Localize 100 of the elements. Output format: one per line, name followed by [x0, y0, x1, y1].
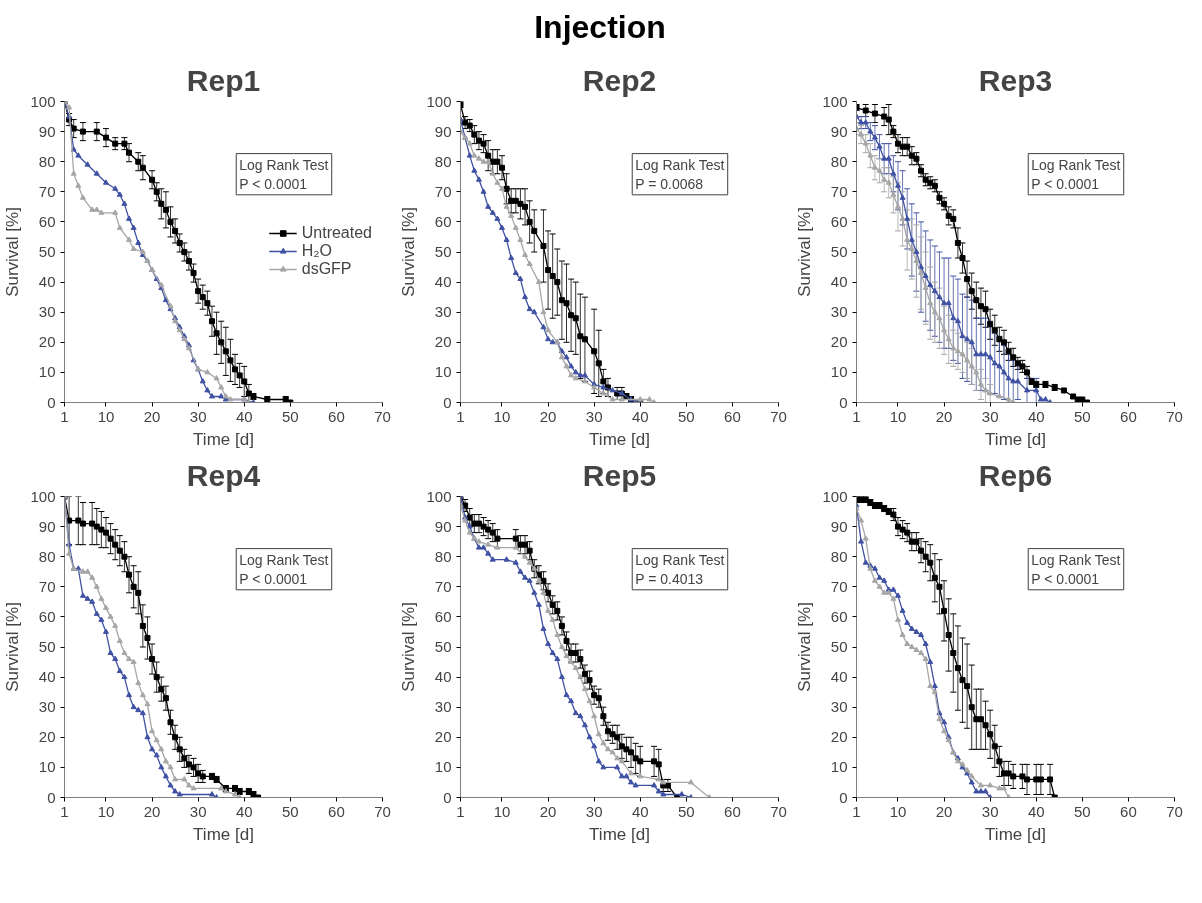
y-tick-label: 50 — [434, 242, 452, 260]
y-tick-label: 90 — [434, 122, 452, 140]
y-tick-label: 80 — [830, 547, 848, 565]
legend-label: dsGFP — [301, 260, 352, 279]
y-tick-label: 30 — [434, 302, 452, 320]
x-tick-label: 30 — [981, 407, 999, 425]
y-tick-label: 60 — [434, 607, 452, 625]
x-tick-label: 70 — [1166, 802, 1183, 820]
x-tick-label: 70 — [770, 407, 787, 425]
y-tick-label: 90 — [830, 122, 848, 140]
y-tick-label: 20 — [38, 333, 56, 350]
annotation: Log Rank Test — [1031, 156, 1121, 173]
y-tick-label: 10 — [38, 758, 56, 776]
y-tick-label: 50 — [830, 637, 848, 655]
x-tick-label: 40 — [235, 802, 253, 820]
x-axis-title: Time [d] — [589, 429, 650, 449]
x-tick-label: 20 — [143, 802, 161, 820]
y-tick-label: 90 — [38, 122, 56, 140]
y-tick-label: 10 — [830, 363, 848, 381]
y-tick-label: 50 — [434, 637, 452, 655]
legend-label: H₂O — [301, 242, 332, 261]
text: Injection — [534, 8, 666, 47]
y-tick-label: 0 — [443, 788, 452, 806]
y-tick-label: 70 — [38, 577, 56, 595]
x-axis-title: Time [d] — [193, 429, 254, 449]
x-tick-label: 20 — [935, 802, 953, 820]
y-tick-label: 30 — [434, 697, 452, 715]
chart-title: Rep6 — [978, 458, 1053, 492]
x-tick-label: 60 — [1120, 407, 1137, 425]
annotation: Log Rank Test — [239, 156, 329, 173]
x-tick-label: 1 — [456, 407, 465, 425]
x-tick-label: 50 — [1073, 802, 1091, 820]
y-axis-title: Survival [%] — [795, 206, 815, 297]
y-tick-label: 60 — [434, 212, 452, 230]
y-tick-label: 10 — [38, 363, 56, 381]
y-tick-label: 0 — [839, 788, 848, 806]
x-tick-label: 60 — [328, 802, 345, 820]
x-tick-label: 30 — [189, 407, 207, 425]
y-axis-title: Survival [%] — [3, 206, 23, 297]
x-tick-label: 10 — [493, 802, 511, 820]
x-tick-label: 40 — [631, 407, 649, 425]
y-axis-title: Survival [%] — [399, 601, 419, 692]
x-tick-label: 1 — [456, 802, 465, 820]
x-tick-label: 70 — [374, 407, 391, 425]
y-tick-label: 60 — [830, 607, 848, 625]
x-tick-label: 30 — [189, 802, 207, 820]
x-tick-label: 10 — [97, 407, 115, 425]
x-tick-label: 10 — [493, 407, 511, 425]
y-tick-label: 40 — [830, 272, 848, 290]
x-tick-label: 40 — [1027, 802, 1045, 820]
y-tick-label: 60 — [38, 212, 56, 230]
y-tick-label: 10 — [830, 758, 848, 776]
annotation: Log Rank Test — [635, 551, 725, 568]
y-tick-label: 70 — [434, 577, 452, 595]
annotation: P < 0.0001 — [239, 175, 308, 192]
x-tick-label: 40 — [631, 802, 649, 820]
annotation: P < 0.0001 — [239, 570, 308, 587]
x-tick-label: 60 — [724, 407, 741, 425]
x-tick-label: 70 — [1166, 407, 1183, 425]
y-tick-label: 10 — [434, 363, 452, 381]
y-tick-label: 90 — [830, 517, 848, 535]
y-tick-label: 20 — [38, 728, 56, 745]
x-tick-label: 10 — [97, 802, 115, 820]
annotation: P < 0.0001 — [1031, 570, 1100, 587]
y-tick-label: 0 — [443, 393, 452, 411]
chart-title: Rep4 — [186, 458, 261, 492]
y-tick-label: 70 — [830, 182, 848, 200]
x-tick-label: 30 — [981, 802, 999, 820]
annotation: P = 0.4013 — [635, 570, 704, 587]
y-tick-label: 60 — [830, 212, 848, 230]
annotation: P < 0.0001 — [1031, 175, 1100, 192]
legend-label: Untreated — [301, 224, 372, 243]
y-axis-title: Survival [%] — [795, 601, 815, 692]
y-tick-label: 80 — [434, 152, 452, 170]
x-tick-label: 50 — [677, 407, 695, 425]
x-tick-label: 50 — [677, 802, 695, 820]
y-tick-label: 60 — [38, 607, 56, 625]
y-axis-title: Survival [%] — [3, 601, 23, 692]
y-tick-label: 90 — [434, 517, 452, 535]
x-tick-label: 20 — [143, 407, 161, 425]
y-tick-label: 50 — [38, 242, 56, 260]
y-tick-label: 50 — [830, 242, 848, 260]
y-tick-label: 30 — [38, 302, 56, 320]
x-tick-label: 60 — [1120, 802, 1137, 820]
x-tick-label: 1 — [852, 407, 861, 425]
x-axis-title: Time [d] — [589, 824, 650, 844]
y-tick-label: 20 — [830, 728, 848, 745]
y-tick-label: 20 — [830, 333, 848, 350]
y-tick-label: 0 — [47, 393, 56, 411]
y-tick-label: 100 — [426, 487, 452, 505]
annotation: Log Rank Test — [1031, 551, 1121, 568]
x-tick-label: 40 — [1027, 407, 1045, 425]
y-tick-label: 100 — [426, 92, 452, 110]
y-tick-label: 40 — [38, 667, 56, 685]
x-tick-label: 50 — [281, 407, 299, 425]
x-tick-label: 60 — [724, 802, 741, 820]
x-tick-label: 20 — [935, 407, 953, 425]
y-tick-label: 20 — [434, 333, 452, 350]
y-tick-label: 30 — [830, 697, 848, 715]
x-tick-label: 50 — [281, 802, 299, 820]
